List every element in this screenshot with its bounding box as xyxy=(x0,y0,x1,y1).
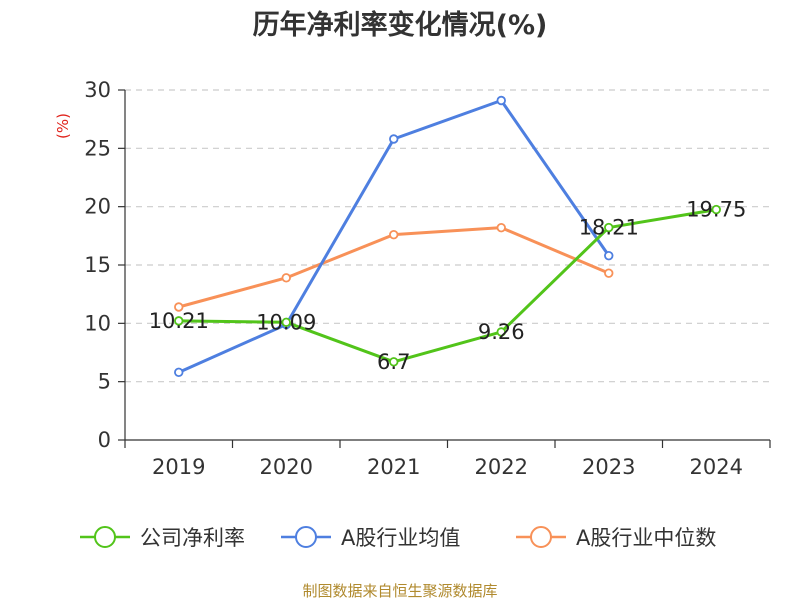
data-point[interactable] xyxy=(604,250,614,261)
legend-item[interactable]: 公司净利率 xyxy=(80,526,245,550)
y-tick-label: 5 xyxy=(98,370,111,394)
axes: 0 5 10 15 20 25 30 2019 2020 2021 2022 2023 2024 xyxy=(84,78,771,479)
data-point[interactable] xyxy=(604,222,614,233)
y-tick-label: 15 xyxy=(84,253,111,277)
data-point[interactable] xyxy=(389,229,399,240)
legend-item[interactable]: A股行业均值 xyxy=(281,526,460,550)
data-label: 10.21 xyxy=(149,309,209,333)
data-point[interactable] xyxy=(281,317,291,327)
data-point[interactable] xyxy=(389,134,399,144)
data-point[interactable] xyxy=(496,327,506,337)
x-tick-label: 2023 xyxy=(582,455,635,479)
y-tick-label: 10 xyxy=(84,311,111,335)
x-tick-label: 2021 xyxy=(367,455,420,479)
y-tick-label: 25 xyxy=(84,136,111,160)
y-tick-label: 0 xyxy=(98,428,111,452)
x-tick-label: 2019 xyxy=(152,455,205,479)
data-point[interactable] xyxy=(281,273,291,283)
data-label: 18.21 xyxy=(579,216,639,240)
data-label: 6.7 xyxy=(377,350,410,374)
x-tick-label: 2020 xyxy=(260,455,313,479)
legend-label: 公司净利率 xyxy=(140,526,245,550)
data-point[interactable] xyxy=(174,316,184,326)
x-tick-label: 2024 xyxy=(690,455,743,479)
y-axis-label: (%) xyxy=(54,113,72,139)
data-label: 10.09 xyxy=(256,310,316,334)
legend-label: A股行业均值 xyxy=(341,526,460,550)
chart-title: 历年净利率变化情况(%) xyxy=(253,9,548,41)
x-tick-label: 2022 xyxy=(475,455,528,479)
legend-item[interactable]: A股行业中位数 xyxy=(516,526,716,550)
data-label: 9.26 xyxy=(478,320,525,344)
legend-marker-icon xyxy=(295,526,317,548)
series-1 xyxy=(174,204,721,367)
data-point[interactable] xyxy=(496,95,506,106)
legend-marker-icon xyxy=(94,526,116,548)
data-labels: 10.21 10.09 6.7 9.26 18.21 19.75 xyxy=(149,198,747,374)
legend[interactable]: 公司净利率 A股行业均值 A股行业中位数 xyxy=(80,526,716,550)
data-point[interactable] xyxy=(174,302,184,312)
data-point[interactable] xyxy=(604,268,614,278)
y-tick-label: 30 xyxy=(84,78,111,102)
data-point[interactable] xyxy=(174,367,184,378)
data-point[interactable] xyxy=(389,357,399,367)
series-lines xyxy=(174,95,721,378)
series-3 xyxy=(174,222,614,312)
legend-marker-icon xyxy=(530,526,552,548)
data-label: 19.75 xyxy=(686,198,746,222)
series-line xyxy=(178,226,610,309)
series-line xyxy=(178,208,717,364)
source-note: 制图数据来自恒生聚源数据库 xyxy=(302,582,497,600)
legend-label: A股行业中位数 xyxy=(576,526,716,550)
data-point[interactable] xyxy=(496,222,506,233)
y-tick-label: 20 xyxy=(84,195,111,219)
grid-lines xyxy=(125,89,770,383)
data-point[interactable] xyxy=(711,204,721,215)
